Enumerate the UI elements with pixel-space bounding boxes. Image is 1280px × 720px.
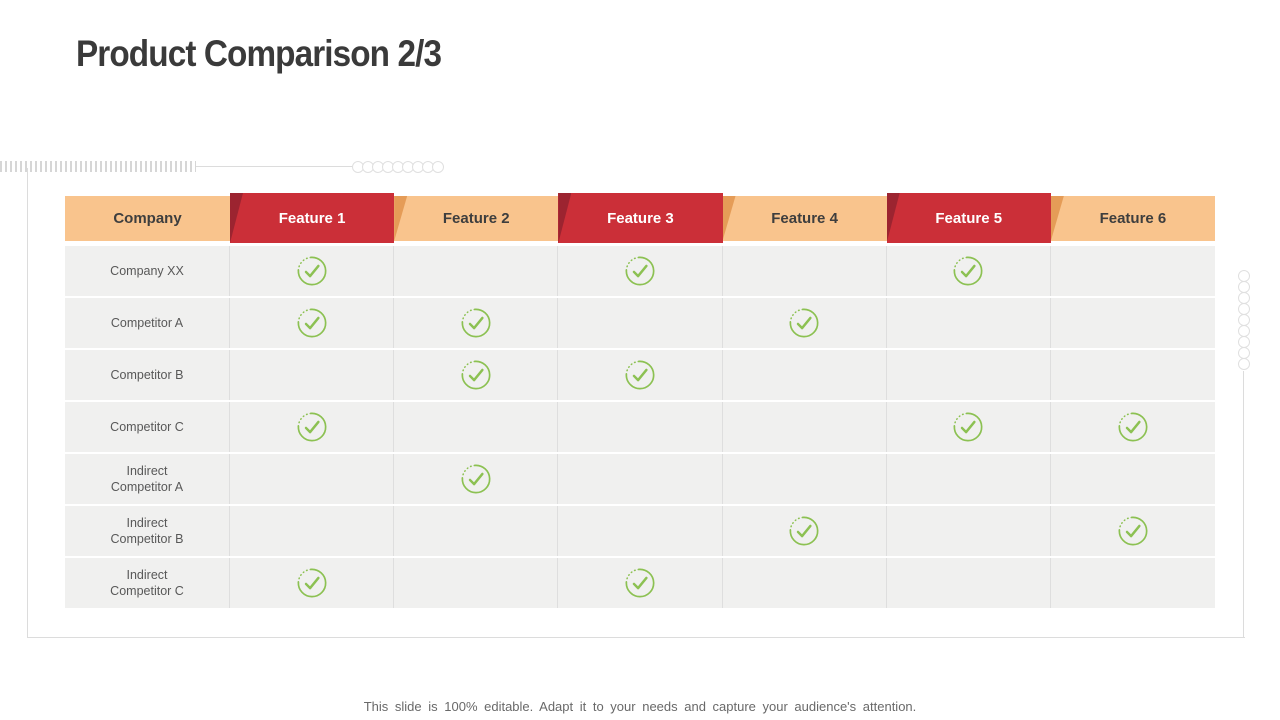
feature-cell	[1050, 350, 1215, 400]
check-circle-icon	[625, 256, 655, 286]
feature-cell	[1050, 558, 1215, 608]
column-header-feature-3: Feature 3	[558, 193, 723, 243]
check-circle-icon	[297, 412, 327, 442]
feature-cell	[886, 402, 1051, 452]
ribbon-fold	[230, 193, 243, 243]
row-label: Company XX	[65, 246, 230, 296]
check-circle-icon	[1118, 412, 1148, 442]
column-header-feature-2: Feature 2	[394, 196, 559, 241]
feature-cell	[722, 298, 887, 348]
row-label: Competitor B	[65, 350, 230, 400]
ribbon-fold	[886, 193, 900, 243]
feature-cell	[230, 298, 395, 348]
check-circle-icon	[461, 464, 491, 494]
frame-right-line	[1243, 371, 1244, 637]
table-row: Competitor C	[65, 402, 1215, 454]
column-header-feature-6: Feature 6	[1050, 196, 1215, 241]
feature-cell	[394, 558, 559, 608]
feature-cell	[1050, 454, 1215, 504]
feature-cell	[394, 246, 559, 296]
check-circle-icon	[789, 516, 819, 546]
feature-cell	[886, 454, 1051, 504]
feature-cell	[722, 454, 887, 504]
feature-cell	[230, 558, 395, 608]
ruler-ticks-decoration	[0, 161, 196, 172]
check-circle-icon	[953, 256, 983, 286]
feature-cell	[230, 350, 395, 400]
feature-cell	[722, 506, 887, 556]
feature-cell	[558, 402, 723, 452]
feature-cell	[722, 558, 887, 608]
check-circle-icon	[461, 308, 491, 338]
page-title: Product Comparison 2/3	[76, 33, 442, 74]
row-label: Indirect Competitor C	[65, 558, 230, 608]
feature-cell	[558, 298, 723, 348]
check-circle-icon	[625, 360, 655, 390]
feature-cell	[558, 454, 723, 504]
table-row: Indirect Competitor A	[65, 454, 1215, 506]
top-divider-line	[196, 166, 356, 167]
check-circle-icon	[789, 308, 819, 338]
feature-cell	[558, 350, 723, 400]
table-row: Company XX	[65, 246, 1215, 298]
feature-cell	[230, 246, 395, 296]
ribbon-fold	[558, 193, 572, 243]
check-circle-icon	[297, 568, 327, 598]
feature-cell	[886, 350, 1051, 400]
table-row: Competitor A	[65, 298, 1215, 350]
table-row: Indirect Competitor B	[65, 506, 1215, 558]
frame-left-line	[27, 168, 28, 637]
feature-cell	[886, 558, 1051, 608]
ribbon-fold	[1050, 196, 1064, 241]
check-circle-icon	[1118, 516, 1148, 546]
feature-cell	[394, 298, 559, 348]
feature-cell	[230, 454, 395, 504]
feature-cell	[722, 350, 887, 400]
feature-cell	[394, 506, 559, 556]
column-header-feature-5: Feature 5	[886, 193, 1051, 243]
feature-cell	[230, 506, 395, 556]
feature-cell	[558, 246, 723, 296]
feature-cell	[722, 246, 887, 296]
feature-cell	[558, 558, 723, 608]
column-header-company: Company	[65, 196, 230, 241]
feature-cell	[1050, 246, 1215, 296]
feature-cell	[394, 454, 559, 504]
feature-cell	[1050, 506, 1215, 556]
feature-cell	[886, 298, 1051, 348]
table-row: Indirect Competitor C	[65, 558, 1215, 610]
comparison-table-header: Company Feature 1 Feature 2 Feature 3 Fe…	[65, 193, 1215, 243]
check-circle-icon	[625, 568, 655, 598]
feature-cell	[1050, 298, 1215, 348]
feature-cell	[230, 402, 395, 452]
column-header-feature-1: Feature 1	[230, 193, 395, 243]
row-label: Indirect Competitor A	[65, 454, 230, 504]
feature-cell	[886, 506, 1051, 556]
feature-cell	[394, 350, 559, 400]
circle-chain-decoration-right	[1238, 270, 1250, 370]
feature-cell	[394, 402, 559, 452]
frame-bottom-line	[27, 637, 1245, 638]
circle-chain-decoration-top	[352, 161, 444, 173]
feature-cell	[886, 246, 1051, 296]
check-circle-icon	[297, 308, 327, 338]
check-circle-icon	[953, 412, 983, 442]
feature-cell	[722, 402, 887, 452]
ribbon-fold	[394, 196, 408, 241]
table-row: Competitor B	[65, 350, 1215, 402]
row-label: Indirect Competitor B	[65, 506, 230, 556]
feature-cell	[558, 506, 723, 556]
column-header-feature-4: Feature 4	[722, 196, 887, 241]
comparison-table-body: Company XX Competitor A Competitor B Com…	[65, 246, 1215, 610]
feature-cell	[1050, 402, 1215, 452]
footer-note: This slide is 100% editable. Adapt it to…	[363, 699, 917, 714]
check-circle-icon	[461, 360, 491, 390]
row-label: Competitor A	[65, 298, 230, 348]
row-label: Competitor C	[65, 402, 230, 452]
check-circle-icon	[297, 256, 327, 286]
comparison-table: Company Feature 1 Feature 2 Feature 3 Fe…	[65, 193, 1215, 610]
ribbon-fold	[722, 196, 736, 241]
